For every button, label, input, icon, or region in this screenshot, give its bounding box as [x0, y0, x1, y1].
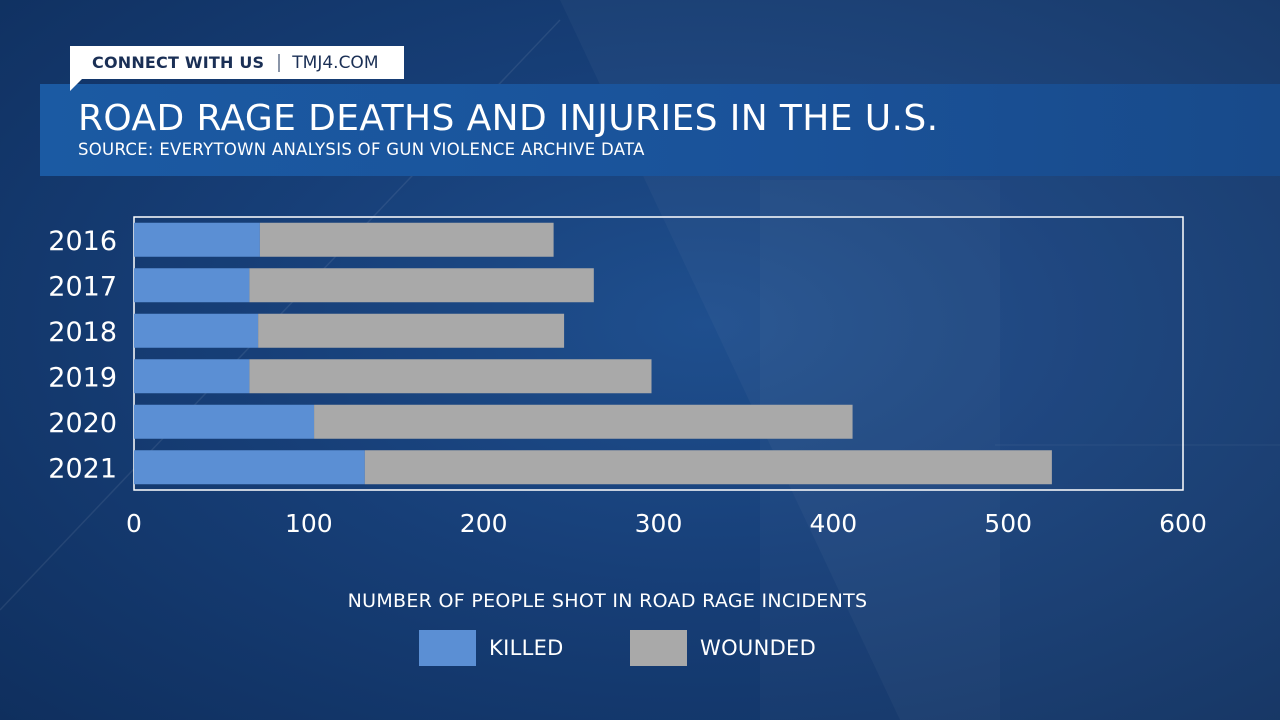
bar-wounded-2021 [364, 450, 1052, 485]
legend-swatch-wounded [630, 630, 687, 666]
bar-killed-2020 [134, 404, 315, 439]
bar-killed-2019 [134, 359, 250, 394]
legend-item-wounded: WOUNDED [630, 630, 816, 666]
chart-legend: KILLED WOUNDED [0, 630, 1280, 670]
y-tick-label-2020: 2020 [48, 408, 117, 439]
site-link[interactable]: TMJ4.COM [292, 52, 379, 73]
bar-wounded-2020 [314, 404, 853, 439]
x-tick-label-300: 300 [635, 509, 683, 538]
bar-killed-2016 [134, 222, 260, 257]
plot-frame [133, 216, 1184, 491]
bar-killed-2021 [134, 450, 365, 485]
bar-killed-2018 [134, 313, 259, 348]
x-tick-label-600: 600 [1159, 509, 1207, 538]
bar-wounded-2016 [259, 222, 554, 257]
connect-divider [278, 53, 281, 72]
x-tick-label-100: 100 [285, 509, 333, 538]
connect-bar: CONNECT WITH US TMJ4.COM [70, 46, 404, 91]
legend-label-wounded: WOUNDED [700, 636, 817, 660]
bar-wounded-2018 [258, 313, 565, 348]
bar-killed-2017 [134, 268, 250, 303]
legend-item-killed: KILLED [419, 630, 564, 666]
y-tick-label-2016: 2016 [48, 226, 117, 257]
page-title: ROAD RAGE DEATHS AND INJURIES IN THE U.S… [78, 98, 939, 139]
page-subtitle: SOURCE: EVERYTOWN ANALYSIS OF GUN VIOLEN… [78, 140, 645, 159]
x-axis-label: NUMBER OF PEOPLE SHOT IN ROAD RAGE INCID… [347, 590, 868, 612]
y-tick-label-2017: 2017 [48, 271, 117, 302]
y-tick-label-2019: 2019 [48, 362, 117, 393]
connect-label: CONNECT WITH US [92, 53, 265, 72]
bar-chart: 2016 2017 2018 2019 2020 2021 0 100 200 300 400 500… [48, 216, 1207, 538]
title-band [40, 84, 1280, 176]
bar-wounded-2017 [249, 268, 594, 303]
x-tick-label-400: 400 [809, 509, 857, 538]
x-tick-label-500: 500 [984, 509, 1032, 538]
y-tick-label-2021: 2021 [48, 453, 117, 484]
x-tick-label-200: 200 [460, 509, 508, 538]
x-tick-label-0: 0 [126, 509, 142, 538]
legend-label-killed: KILLED [489, 636, 564, 660]
legend-swatch-killed [419, 630, 476, 666]
bar-wounded-2019 [249, 359, 652, 394]
y-tick-label-2018: 2018 [48, 317, 117, 348]
